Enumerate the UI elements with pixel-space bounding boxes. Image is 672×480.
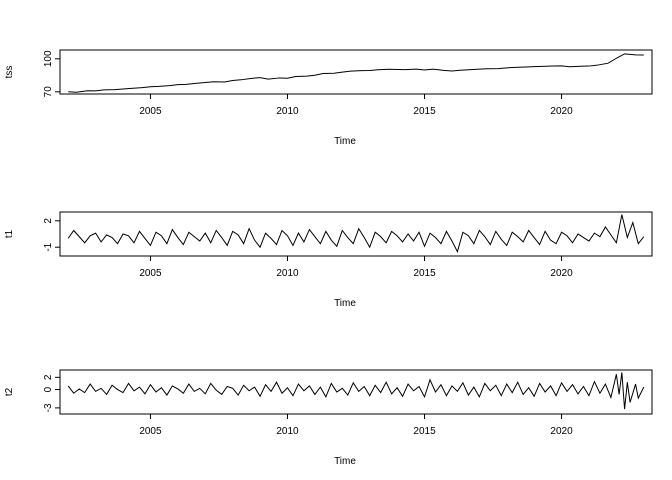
y-tick-label-1-1: 70: [43, 86, 54, 98]
x-axis-label-3: Time: [334, 456, 356, 467]
y-tick-label-3-3: 2: [43, 374, 54, 380]
series-line-3-1: [67, 372, 645, 410]
series-line-1-1: [68, 53, 644, 93]
x-tick-label-3-2: 2010: [276, 426, 299, 437]
x-tick-label-2-4: 2020: [550, 268, 573, 279]
x-tick-label-2-2: 2010: [276, 268, 299, 279]
y-tick-label-3-2: 0: [43, 386, 54, 392]
panel-1: 2005 2010 2015 2020 70 100 Time tss: [4, 49, 653, 147]
x-tick-label-1-3: 2015: [413, 106, 436, 117]
x-axis-label-2: Time: [334, 298, 356, 309]
y-axis-label-3: t2: [4, 387, 15, 396]
x-tick-label-3-4: 2020: [550, 426, 573, 437]
plot-frame-2: [59, 211, 653, 257]
x-axis-label-1: Time: [334, 136, 356, 147]
y-tick-label-2-2: 2: [43, 218, 54, 224]
x-tick-label-3-3: 2015: [413, 426, 436, 437]
panel-3: 2005 2010 2015 2020 -3 0 2 Time t2: [4, 369, 653, 467]
plot-frame-1: [59, 49, 653, 95]
x-tick-label-2-3: 2015: [413, 268, 436, 279]
plot-frame-3: [59, 369, 653, 415]
panel-2: 2005 2010 2015 2020 -1 2 Time t1: [4, 211, 653, 309]
x-tick-label-2-1: 2005: [139, 268, 162, 279]
y-axis-label-1: tss: [4, 66, 15, 79]
x-tick-label-1-4: 2020: [550, 106, 573, 117]
y-tick-label-2-1: -1: [43, 242, 54, 251]
x-tick-label-1-2: 2010: [276, 106, 299, 117]
y-axis-label-2: t1: [4, 229, 15, 238]
series-line-2-1: [67, 214, 645, 253]
x-tick-label-3-1: 2005: [139, 426, 162, 437]
y-tick-label-1-2: 100: [43, 50, 54, 67]
x-tick-label-1-1: 2005: [139, 106, 162, 117]
y-tick-label-3-1: -3: [43, 403, 54, 412]
